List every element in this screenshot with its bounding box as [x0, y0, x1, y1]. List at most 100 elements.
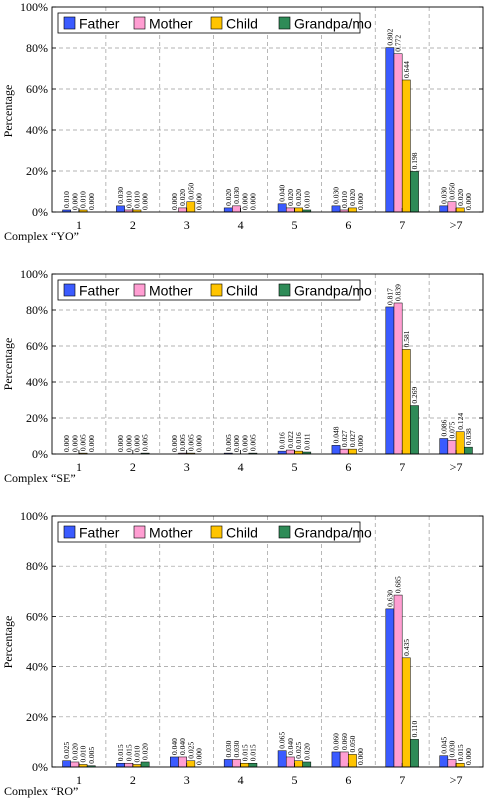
x-tick-label: 4	[238, 773, 244, 787]
data-label: 0.005	[87, 747, 96, 764]
bar-father-8	[439, 438, 449, 455]
data-label: 0.011	[302, 433, 311, 450]
data-label: 0.030	[224, 740, 233, 757]
plot-frame	[51, 6, 484, 213]
x-tick-label: 6	[345, 773, 351, 787]
bar-father-7	[385, 306, 395, 455]
data-label: 0.030	[232, 740, 241, 757]
data-label: 0.802	[385, 28, 394, 45]
data-label: 0.005	[79, 434, 88, 451]
y-tick-label: 0%	[32, 447, 48, 461]
data-label: 0.020	[294, 189, 303, 206]
data-label: 0.000	[87, 435, 96, 452]
data-label: 0.005	[141, 434, 150, 451]
x-tick-label: 3	[184, 460, 190, 474]
data-label: 0.030	[116, 187, 125, 204]
data-label: 0.020	[141, 743, 150, 760]
data-label: 0.030	[332, 187, 341, 204]
legend-swatch-father	[63, 16, 76, 30]
data-label: 0.817	[385, 288, 394, 305]
y-axis-label: Percentage	[1, 85, 15, 138]
x-tick-label: 5	[291, 773, 297, 787]
y-tick-label: 20%	[26, 164, 48, 178]
data-label: 0.030	[232, 187, 241, 204]
data-label: 0.015	[248, 744, 257, 761]
bar-mother-8	[447, 440, 457, 455]
data-label: 0.050	[448, 183, 457, 200]
y-tick-label: 40%	[26, 375, 48, 389]
data-label: 0.000	[87, 193, 96, 210]
bar-child-4	[240, 762, 250, 768]
bar-mother-2	[124, 762, 134, 768]
data-label: 0.124	[456, 413, 465, 430]
bar-father-4	[223, 759, 233, 768]
x-tick-label: 1	[76, 460, 82, 474]
data-label: 0.005	[224, 434, 233, 451]
y-axis-label: Percentage	[1, 616, 15, 669]
legend-swatch-grandpa-mo	[278, 283, 291, 297]
y-tick-label: 100%	[20, 267, 48, 281]
bar-child-7	[401, 79, 411, 213]
legend-swatch-father	[63, 525, 76, 539]
chart-panel-2: 0%20%40%60%80%100%0.000 0.000 0.005 0.00010…	[1, 267, 484, 485]
data-label: 0.045	[439, 737, 448, 754]
y-tick-label: 100%	[20, 509, 48, 523]
legend: Father Mother Child Grandpa/mo	[57, 12, 372, 34]
x-tick-label: 6	[345, 460, 351, 474]
data-label: 0.016	[294, 432, 303, 449]
data-label: 0.030	[448, 740, 457, 757]
data-label: 0.010	[302, 191, 311, 208]
data-label: 0.269	[410, 386, 419, 403]
legend-swatch-father	[63, 283, 76, 297]
chart-panel-3: 0%20%40%60%80%100%0.025 0.020 0.010 0.00510…	[1, 509, 484, 798]
bar-mother-5	[285, 207, 295, 213]
bar-mother-7	[393, 594, 403, 768]
data-label: 0.000	[116, 435, 125, 452]
data-label: 0.000	[70, 435, 79, 452]
x-tick-label: 3	[184, 218, 190, 232]
data-label: 0.038	[464, 428, 473, 445]
bar-grandpa-mo-8	[464, 446, 473, 455]
data-label: 0.000	[195, 193, 204, 210]
bar-father-6	[331, 751, 341, 768]
data-label: 0.000	[62, 435, 71, 452]
legend-label-father: Father	[79, 525, 120, 541]
legend-swatch-mother	[133, 525, 146, 539]
data-label: 0.630	[385, 590, 394, 607]
data-label: 0.020	[456, 189, 465, 206]
data-label: 0.010	[133, 745, 142, 762]
data-label: 0.000	[464, 748, 473, 765]
panel-caption: Complex “RO”	[4, 784, 78, 798]
x-tick-label: 7	[399, 218, 405, 232]
legend-label-mother: Mother	[149, 16, 193, 32]
data-label: 0.198	[410, 152, 419, 169]
data-label: 0.025	[294, 742, 303, 759]
bar-father-7	[385, 608, 395, 768]
data-label: 0.025	[186, 742, 195, 759]
data-label: 0.048	[332, 426, 341, 443]
x-tick-label: 4	[238, 460, 244, 474]
data-label: 0.005	[248, 434, 257, 451]
data-label: 0.000	[232, 435, 241, 452]
chart-panel-1: 0%20%40%60%80%100%0.010 0.000 0.010 0.00010…	[1, 0, 484, 243]
data-label: 0.015	[116, 744, 125, 761]
data-label: 0.027	[348, 430, 357, 447]
bar-father-1	[62, 760, 71, 768]
x-tick-label: 1	[76, 218, 82, 232]
x-tick-label: 1	[76, 773, 82, 787]
bar-father-7	[385, 47, 395, 213]
data-label: 0.022	[286, 431, 295, 448]
data-label: 0.027	[340, 430, 349, 447]
data-label: 0.000	[240, 435, 249, 452]
bar-child-7	[401, 657, 411, 768]
data-label: 0.025	[62, 742, 71, 759]
legend-swatch-mother	[133, 283, 146, 297]
data-label: 0.040	[178, 738, 187, 755]
data-label: 0.015	[456, 744, 465, 761]
data-label: 0.000	[195, 435, 204, 452]
bar-mother-7	[393, 302, 403, 455]
data-label: 0.000	[70, 193, 79, 210]
bar-child-5	[294, 760, 303, 768]
bar-grandpa-mo-5	[302, 761, 312, 768]
